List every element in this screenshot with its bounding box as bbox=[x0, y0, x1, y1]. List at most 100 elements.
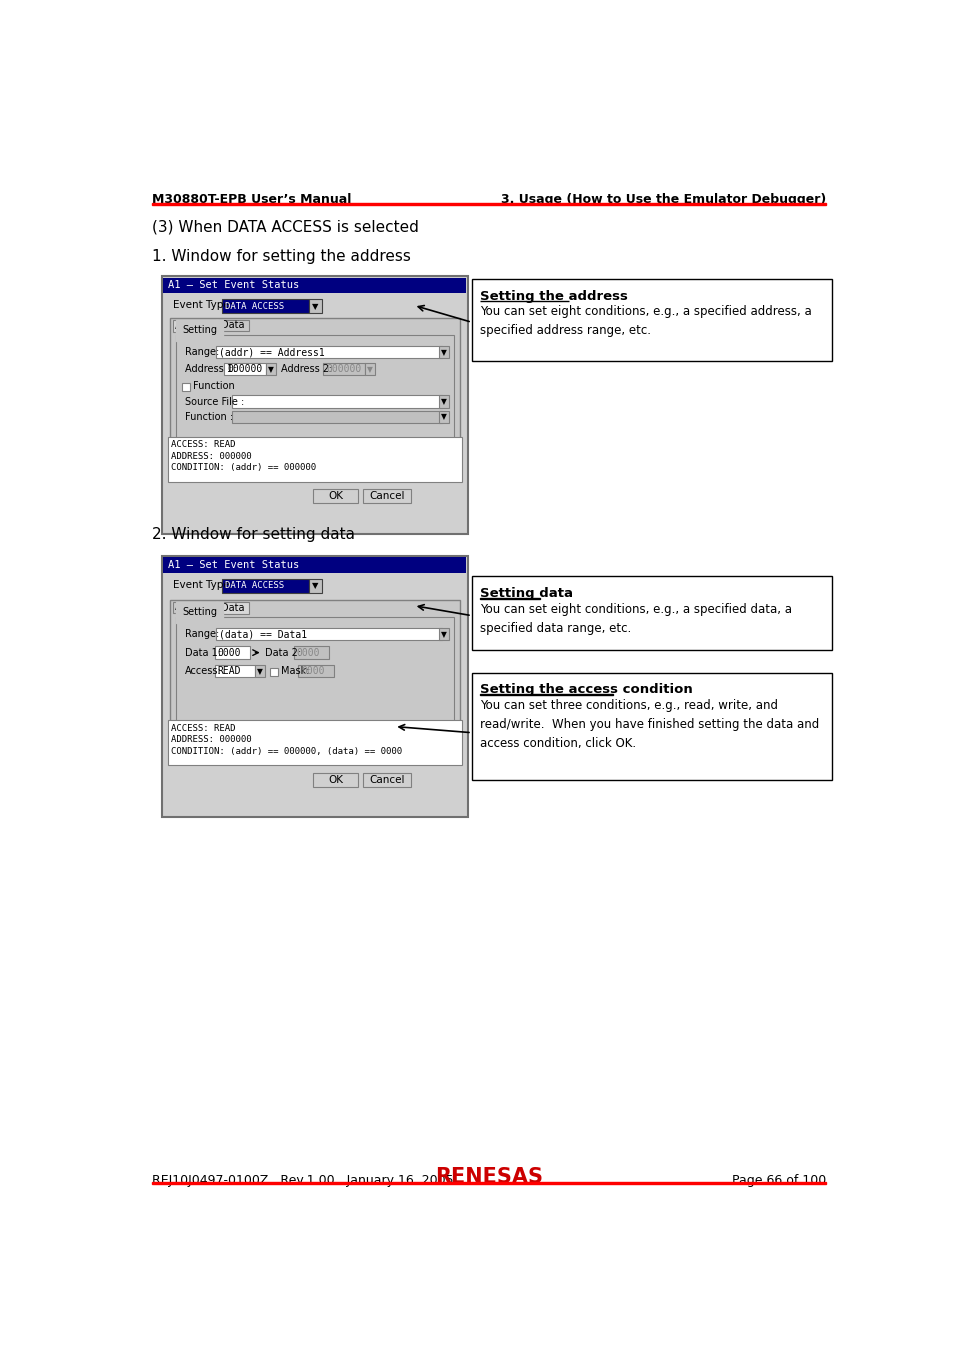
Bar bbox=[217, 320, 249, 331]
Bar bbox=[163, 277, 466, 293]
Bar bbox=[216, 628, 441, 640]
Bar bbox=[163, 557, 466, 573]
Text: ▼: ▼ bbox=[440, 347, 446, 357]
Bar bbox=[363, 773, 411, 786]
Text: Access:: Access: bbox=[185, 666, 222, 676]
Bar bbox=[233, 411, 441, 423]
Bar bbox=[175, 335, 454, 458]
Bar bbox=[175, 617, 454, 742]
Text: Source File :: Source File : bbox=[185, 397, 244, 407]
Text: Data: Data bbox=[221, 320, 245, 331]
Bar bbox=[182, 384, 190, 390]
Bar bbox=[298, 665, 334, 677]
Text: A1 – Set Event Status: A1 – Set Event Status bbox=[168, 559, 299, 570]
Text: 0000: 0000 bbox=[301, 666, 325, 676]
Text: Mask:: Mask: bbox=[281, 666, 310, 676]
Bar bbox=[270, 667, 278, 676]
Bar bbox=[439, 396, 449, 408]
Text: 1. Window for setting the address: 1. Window for setting the address bbox=[152, 249, 410, 265]
Text: Function: Function bbox=[193, 381, 234, 392]
Bar bbox=[313, 489, 357, 503]
Bar bbox=[472, 673, 831, 781]
Text: Cancel: Cancel bbox=[369, 774, 405, 785]
Text: ▼: ▼ bbox=[312, 301, 318, 311]
Text: Data 1:: Data 1: bbox=[185, 647, 221, 658]
Bar bbox=[168, 436, 461, 482]
Bar bbox=[170, 600, 459, 748]
Text: Setting: Setting bbox=[182, 607, 216, 617]
Text: Function :: Function : bbox=[185, 412, 233, 422]
Text: Address 1:: Address 1: bbox=[185, 365, 236, 374]
Text: 0000: 0000 bbox=[296, 647, 320, 658]
Bar bbox=[363, 489, 411, 503]
Bar bbox=[172, 320, 216, 332]
Text: Setting the address: Setting the address bbox=[479, 290, 627, 303]
Text: RENESAS: RENESAS bbox=[435, 1167, 542, 1188]
Text: CONDITION: (addr) == 000000: CONDITION: (addr) == 000000 bbox=[171, 463, 316, 473]
Text: ACCESS: READ: ACCESS: READ bbox=[171, 440, 235, 450]
Bar bbox=[162, 276, 468, 534]
Text: Address 2:: Address 2: bbox=[281, 365, 333, 374]
Bar bbox=[152, 203, 825, 205]
Text: You can set eight conditions, e.g., a specified address, a
specified address ran: You can set eight conditions, e.g., a sp… bbox=[479, 305, 810, 338]
Text: You can set eight conditions, e.g., a specified data, a
specified data range, et: You can set eight conditions, e.g., a sp… bbox=[479, 603, 791, 635]
Bar bbox=[313, 773, 357, 786]
Text: ADDRESS: 000000: ADDRESS: 000000 bbox=[171, 451, 252, 461]
Text: Event Type:: Event Type: bbox=[172, 300, 233, 311]
Text: Data 2:: Data 2: bbox=[265, 647, 301, 658]
Text: OK: OK bbox=[328, 492, 343, 501]
Text: A1 – Set Event Status: A1 – Set Event Status bbox=[168, 280, 299, 290]
Text: Setting the access condition: Setting the access condition bbox=[479, 684, 692, 696]
Text: Setting: Setting bbox=[182, 326, 216, 335]
Bar bbox=[254, 665, 265, 677]
Text: Cancel: Cancel bbox=[369, 492, 405, 501]
Bar bbox=[170, 319, 459, 465]
Bar bbox=[224, 363, 266, 376]
Bar bbox=[472, 280, 831, 361]
Text: (data) == Data1: (data) == Data1 bbox=[219, 630, 307, 639]
Text: DATA ACCESS: DATA ACCESS bbox=[225, 301, 284, 311]
Bar bbox=[309, 578, 321, 593]
Bar bbox=[214, 646, 250, 659]
Text: CONDITION: (addr) == 000000, (data) == 0000: CONDITION: (addr) == 000000, (data) == 0… bbox=[171, 747, 402, 755]
Bar bbox=[217, 601, 249, 615]
Bar bbox=[222, 299, 309, 313]
Text: Range:: Range: bbox=[185, 630, 219, 639]
Bar bbox=[168, 720, 461, 765]
Text: Range:: Range: bbox=[185, 347, 219, 357]
Text: 3. Usage (How to Use the Emulator Debugger): 3. Usage (How to Use the Emulator Debugg… bbox=[500, 193, 825, 205]
Text: ▼: ▼ bbox=[257, 666, 263, 676]
Bar bbox=[309, 299, 321, 313]
Text: READ: READ bbox=[217, 666, 241, 676]
Bar bbox=[266, 363, 275, 376]
Bar bbox=[439, 628, 449, 640]
Text: (addr) == Address1: (addr) == Address1 bbox=[219, 347, 325, 357]
Bar bbox=[214, 665, 254, 677]
Bar bbox=[152, 1182, 825, 1183]
Bar bbox=[172, 601, 216, 612]
Text: (3) When DATA ACCESS is selected: (3) When DATA ACCESS is selected bbox=[152, 220, 418, 235]
Bar bbox=[294, 646, 329, 659]
Bar bbox=[365, 363, 375, 376]
Bar bbox=[222, 578, 309, 593]
Text: REJ10J0497-0100Z   Rev.1.00   January 16, 2005: REJ10J0497-0100Z Rev.1.00 January 16, 20… bbox=[152, 1174, 453, 1188]
Bar bbox=[439, 411, 449, 423]
Text: Setting data: Setting data bbox=[479, 588, 572, 600]
Text: Event Type:: Event Type: bbox=[172, 580, 233, 590]
Text: 2. Window for setting data: 2. Window for setting data bbox=[152, 527, 355, 542]
Text: DATA ACCESS: DATA ACCESS bbox=[225, 581, 284, 590]
Text: 000000: 000000 bbox=[326, 365, 361, 374]
Text: ▼: ▼ bbox=[367, 365, 373, 374]
Bar bbox=[323, 363, 365, 376]
Text: Address: Address bbox=[174, 322, 213, 331]
Text: OK: OK bbox=[328, 774, 343, 785]
Bar bbox=[216, 346, 441, 358]
Text: ▼: ▼ bbox=[440, 397, 446, 407]
Text: Page 66 of 100: Page 66 of 100 bbox=[731, 1174, 825, 1188]
Text: ▼: ▼ bbox=[440, 412, 446, 422]
Text: ▼: ▼ bbox=[440, 630, 446, 639]
Text: 0000: 0000 bbox=[217, 647, 241, 658]
Bar bbox=[439, 346, 449, 358]
Text: ▼: ▼ bbox=[268, 365, 274, 374]
Text: You can set three conditions, e.g., read, write, and
read/write.  When you have : You can set three conditions, e.g., read… bbox=[479, 698, 818, 750]
